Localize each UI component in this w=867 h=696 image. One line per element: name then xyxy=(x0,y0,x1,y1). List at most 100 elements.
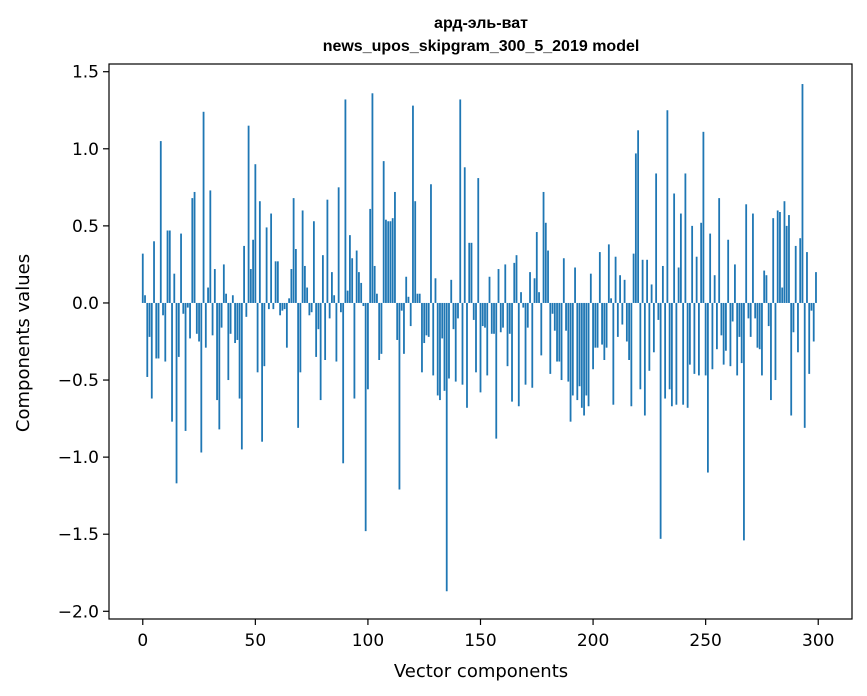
bar xyxy=(709,233,712,303)
bar xyxy=(639,302,642,390)
bar xyxy=(481,302,484,327)
bar xyxy=(749,302,752,337)
bar xyxy=(634,153,637,303)
bar xyxy=(308,302,311,316)
bar xyxy=(781,287,784,303)
bar xyxy=(349,235,351,303)
bar xyxy=(612,302,615,405)
bar xyxy=(439,302,441,401)
bar xyxy=(409,302,412,327)
bar xyxy=(803,302,806,428)
bar xyxy=(661,265,664,303)
bar xyxy=(466,302,468,408)
bar xyxy=(810,302,813,311)
bar xyxy=(533,278,536,303)
bar xyxy=(342,302,345,464)
bar xyxy=(301,210,304,303)
bar xyxy=(806,252,808,303)
y-tick-label: 1.0 xyxy=(72,140,99,160)
bar xyxy=(736,302,739,376)
bar xyxy=(337,187,340,303)
bar xyxy=(765,275,768,303)
bar xyxy=(457,302,459,319)
bar xyxy=(153,241,155,303)
bar xyxy=(276,261,279,303)
bar xyxy=(785,225,788,303)
bar xyxy=(182,302,185,314)
bar xyxy=(506,302,509,367)
bar xyxy=(445,302,448,592)
bar xyxy=(630,302,633,407)
bar xyxy=(299,302,302,373)
bar xyxy=(243,245,245,303)
bar xyxy=(418,293,421,303)
bar xyxy=(141,253,144,303)
bar xyxy=(355,250,358,303)
bar xyxy=(646,259,649,303)
y-axis-label: Components values xyxy=(13,254,34,432)
bar xyxy=(675,302,678,405)
bar xyxy=(508,302,511,334)
bar xyxy=(752,213,754,303)
bar xyxy=(155,302,158,359)
bar xyxy=(565,302,567,331)
bar xyxy=(720,302,723,336)
bar xyxy=(684,173,687,303)
bar xyxy=(234,302,236,344)
bar xyxy=(515,255,518,303)
bar xyxy=(542,191,545,303)
bar xyxy=(792,302,795,333)
bar xyxy=(619,275,621,303)
bar xyxy=(643,302,646,416)
bar xyxy=(373,265,376,303)
bar xyxy=(434,278,437,303)
x-tick-label: 300 xyxy=(802,631,834,651)
bar xyxy=(267,302,270,310)
bar xyxy=(378,302,381,360)
bar xyxy=(211,302,214,336)
bar xyxy=(754,302,757,319)
bar xyxy=(367,302,369,390)
bar xyxy=(497,269,500,303)
bar xyxy=(704,302,707,376)
bar xyxy=(346,290,349,303)
bar xyxy=(157,302,160,359)
bar xyxy=(770,302,772,401)
bar xyxy=(490,302,493,334)
bar xyxy=(637,130,640,303)
bar xyxy=(540,302,543,356)
bar xyxy=(450,279,453,303)
bar xyxy=(285,302,288,348)
bar xyxy=(538,292,540,303)
bar xyxy=(222,264,225,303)
bar xyxy=(621,302,624,325)
bar xyxy=(743,302,745,541)
bar xyxy=(794,245,797,303)
bar xyxy=(648,302,651,371)
bar xyxy=(202,111,205,303)
x-tick-label: 0 xyxy=(137,631,148,651)
bar xyxy=(650,284,653,303)
bar xyxy=(425,302,428,336)
bar xyxy=(484,302,486,328)
bar xyxy=(776,210,779,303)
bar xyxy=(808,302,811,374)
bar xyxy=(258,201,261,303)
bar xyxy=(477,178,480,303)
bar xyxy=(371,93,374,303)
bar xyxy=(475,302,477,373)
bar xyxy=(468,242,471,303)
bar xyxy=(812,302,815,342)
bar xyxy=(544,222,547,303)
bar xyxy=(502,302,504,328)
bar xyxy=(605,302,608,348)
bar xyxy=(727,239,730,303)
bar xyxy=(598,252,601,303)
bar xyxy=(702,131,705,303)
bar xyxy=(166,230,169,303)
y-tick-label: −2.0 xyxy=(58,602,99,622)
bar xyxy=(686,302,689,408)
bar xyxy=(725,302,727,351)
bar xyxy=(175,302,178,484)
bar xyxy=(443,302,446,391)
